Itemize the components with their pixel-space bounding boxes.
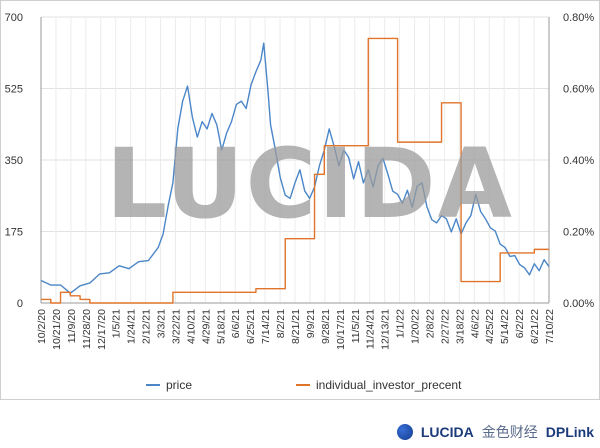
brand-footer: LUCIDA 金色财经 DPLink	[396, 422, 594, 442]
x-tick-label: 2/27/22	[439, 309, 451, 344]
x-tick-label: 4/6/22	[469, 309, 481, 338]
watermark-text: LUCIDA	[106, 128, 514, 240]
legend-swatch-price	[146, 384, 160, 386]
x-tick-label: 3/3/21	[156, 309, 168, 338]
x-tick-label: 1/5/21	[111, 309, 123, 338]
x-tick-label: 11/28/20	[81, 309, 93, 349]
x-tick-label: 3/18/22	[454, 309, 466, 344]
x-tick-label: 10/21/20	[51, 309, 63, 350]
x-tick-label: 3/22/21	[170, 309, 182, 344]
series-lines	[40, 37, 550, 304]
brand-partner-suffix: DPLink	[545, 424, 594, 440]
brand-lucida-text: LUCIDA	[420, 424, 474, 440]
x-tick-label: 2/12/21	[141, 309, 153, 344]
x-tick-label: 11/24/21	[365, 309, 377, 349]
brand-partner-text: 金色财经	[481, 424, 538, 440]
x-tick-label: 1/20/22	[410, 309, 422, 344]
y-right-tick-label: 0.40%	[563, 155, 594, 167]
x-tick-label: 12/13/21	[380, 309, 392, 350]
x-tick-label: 9/9/21	[305, 309, 317, 338]
x-tick-label: 8/2/21	[275, 309, 287, 338]
x-tick-label: 5/14/22	[499, 309, 511, 344]
y-left-tick-label: 700	[5, 12, 23, 24]
lucida-logo-icon	[396, 424, 413, 440]
series-line-price	[40, 42, 550, 294]
right-axis-ticks: 0.00% 0.20% 0.40% 0.60% 0.80%	[563, 12, 594, 310]
y-left-tick-label: 350	[5, 155, 23, 167]
chart-frame: 0 175 350 525 700 0.00% 0.20% 0.40% 0.60% 0.80% …	[0, 0, 600, 400]
y-right-tick-label: 0.20%	[563, 227, 594, 239]
x-tick-label: 7/10/22	[544, 309, 556, 344]
x-tick-label: 1/24/21	[126, 309, 138, 344]
x-tick-label: 6/21/22	[529, 309, 541, 344]
x-tick-label: 1/1/22	[395, 309, 407, 338]
x-tick-label: 10/2/20	[36, 309, 48, 344]
x-tick-label: 6/25/21	[245, 309, 257, 344]
x-tick-label: 8/21/21	[290, 309, 302, 344]
left-axis-ticks: 0 175 350 525 700	[5, 12, 23, 310]
x-tick-label: 11/5/21	[350, 309, 362, 343]
x-tick-label: 4/25/22	[484, 309, 496, 344]
x-tick-label: 12/17/20	[96, 309, 108, 350]
x-tick-label: 10/17/21	[335, 309, 347, 350]
x-tick-label: 4/29/21	[200, 309, 212, 344]
y-left-tick-label: 525	[5, 84, 23, 96]
legend-item-investor: individual_investor_precent	[296, 378, 461, 392]
legend-swatch-investor	[296, 384, 310, 386]
series-line-investor	[41, 37, 549, 304]
x-tick-label: 9/28/21	[320, 309, 332, 344]
x-tick-label: 6/2/22	[514, 309, 526, 338]
x-tick-label: 5/18/21	[215, 309, 227, 344]
y-left-tick-label: 175	[5, 227, 23, 239]
y-right-tick-label: 0.80%	[563, 12, 594, 24]
y-left-tick-label: 0	[17, 298, 23, 310]
y-right-tick-label: 0.00%	[563, 298, 594, 310]
legend-label-price: price	[166, 378, 193, 392]
y-right-tick-label: 0.60%	[563, 84, 594, 96]
legend-item-price: price	[146, 378, 192, 392]
x-tick-label: 2/8/22	[424, 309, 436, 338]
x-tick-label: 11/9/20	[66, 309, 78, 343]
legend: price individual_investor_precent	[0, 378, 600, 394]
legend-label-investor: individual_investor_precent	[316, 378, 462, 392]
x-tick-label: 4/10/21	[185, 309, 197, 344]
x-tick-label: 7/14/21	[260, 309, 272, 344]
x-axis-ticks: 10/2/20 10/21/20 11/9/20 11/28/20 12/17/20 1/…	[36, 309, 556, 350]
x-tick-label: 6/6/21	[230, 309, 242, 338]
